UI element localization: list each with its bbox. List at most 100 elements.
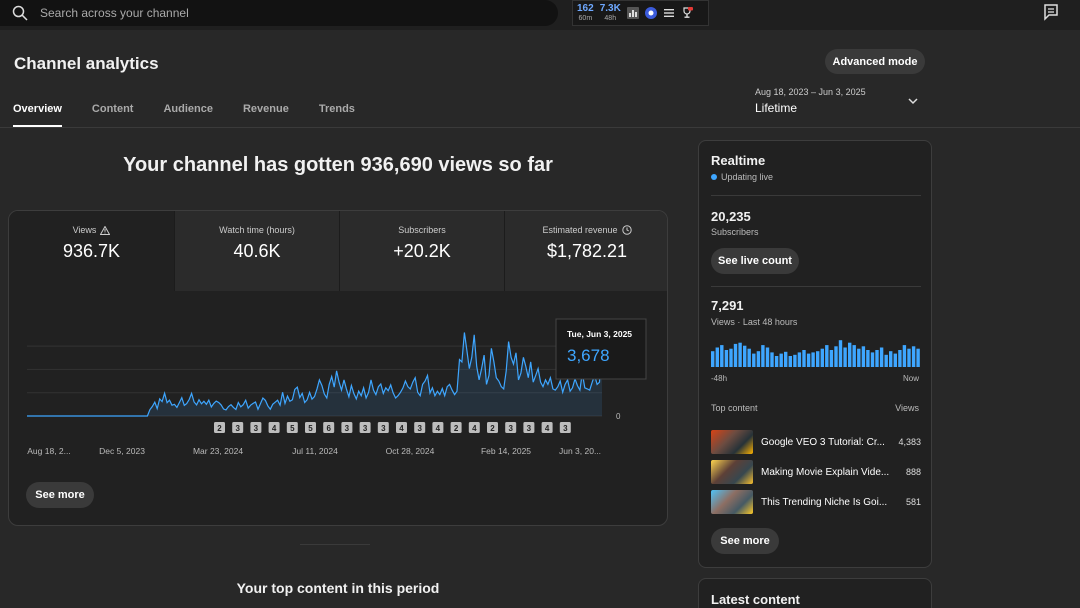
tab-audience[interactable]: Audience [163,103,213,115]
realtime-bar[interactable] [747,348,751,367]
upload-marker-label: 3 [508,424,513,433]
realtime-bar[interactable] [834,346,838,367]
realtime-bar[interactable] [898,350,902,367]
upload-marker-label: 5 [308,424,313,433]
realtime-bar-chart[interactable] [711,339,921,367]
realtime-bar[interactable] [779,353,783,367]
realtime-bar[interactable] [733,343,738,367]
date-range-selector[interactable]: Aug 18, 2023 – Jun 3, 2025 Lifetime [755,87,866,115]
realtime-bar[interactable] [852,345,856,367]
upload-marker[interactable] [323,422,335,433]
realtime-bar[interactable] [802,350,806,367]
advanced-mode-button[interactable]: Advanced mode [825,49,925,74]
search-bar[interactable] [0,0,558,26]
tab-revenue[interactable]: Revenue [242,103,289,115]
realtime-bar[interactable] [770,352,774,367]
tab-trends[interactable]: Trends [318,103,355,115]
list-item[interactable]: This Trending Niche Is Goi... 581 [711,490,921,514]
realtime-bar[interactable] [816,351,820,367]
metric-views[interactable]: Views 936.7K [9,211,174,291]
upload-marker[interactable] [505,422,517,433]
realtime-bar[interactable] [811,352,815,367]
realtime-bar[interactable] [866,350,870,367]
realtime-bar[interactable] [793,354,797,367]
realtime-bar[interactable] [870,352,875,367]
realtime-bar[interactable] [838,340,843,367]
realtime-bar[interactable] [784,351,788,367]
realtime-bar[interactable] [875,350,879,367]
upload-marker[interactable] [286,422,298,433]
realtime-bar[interactable] [902,345,907,367]
video-views: 581 [905,497,921,507]
bar-chart-icon[interactable] [626,7,639,19]
upload-marker[interactable] [305,422,316,433]
tab-content[interactable]: Content [91,103,134,115]
realtime-bar[interactable] [889,351,893,367]
realtime-bar[interactable] [724,350,729,367]
realtime-bar[interactable] [916,348,920,367]
upload-marker[interactable] [268,422,280,433]
realtime-bar[interactable] [729,348,733,367]
upload-marker[interactable] [414,422,426,433]
metric-subscribers[interactable]: Subscribers +20.2K [339,211,504,291]
list-item[interactable]: Making Movie Explain Vide... 888 [711,460,921,484]
realtime-bar[interactable] [720,345,724,367]
see-live-count-button[interactable]: See live count [711,248,799,274]
extension-logo-icon[interactable] [644,7,657,19]
realtime-bar[interactable] [797,352,802,367]
upload-marker[interactable] [487,422,498,433]
upload-marker[interactable] [341,422,353,433]
metric-revenue[interactable]: Estimated revenue $1,782.21 [504,211,667,291]
realtime-bar[interactable] [711,351,715,367]
upload-marker[interactable] [214,422,225,433]
realtime-bar[interactable] [911,346,916,367]
realtime-bar[interactable] [848,342,852,367]
realtime-bar[interactable] [879,347,884,368]
upload-marker[interactable] [232,422,244,433]
realtime-bar[interactable] [820,348,824,367]
metric-watch-time[interactable]: Watch time (hours) 40.6K [174,211,339,291]
upload-marker[interactable] [396,422,407,433]
realtime-bar[interactable] [715,347,719,368]
realtime-bar[interactable] [843,347,847,368]
upload-marker[interactable] [377,422,389,433]
see-more-button[interactable]: See more [26,482,94,508]
feedback-icon[interactable] [1042,3,1060,21]
realtime-bar[interactable] [738,342,742,367]
realtime-bar[interactable] [765,347,770,368]
upload-marker[interactable] [250,422,262,433]
realtime-bar[interactable] [806,353,811,367]
chart-area [27,332,602,416]
realtime-bar[interactable] [774,356,779,367]
upload-marker[interactable] [523,422,535,433]
views-chart[interactable]: 3.0K023345563334342423343Aug 18, 2...Dec… [9,291,668,526]
chevron-down-icon[interactable] [906,96,920,106]
upload-marker[interactable] [559,422,571,433]
realtime-bar[interactable] [761,345,765,367]
upload-marker[interactable] [541,422,553,433]
realtime-bar[interactable] [884,354,888,367]
realtime-bar[interactable] [752,353,756,367]
tab-overview[interactable]: Overview [13,103,62,127]
realtime-bar[interactable] [829,350,834,367]
realtime-bar[interactable] [861,346,866,367]
realtime-bar[interactable] [907,348,911,367]
realtime-bar[interactable] [893,353,897,367]
upload-marker[interactable] [468,422,480,433]
realtime-bar[interactable] [857,348,861,367]
realtime-bar[interactable] [825,345,829,367]
extension-widget[interactable]: 162 60m 7.3K 48h [572,0,709,26]
upload-marker[interactable] [432,422,444,433]
see-more-button[interactable]: See more [711,528,779,554]
trophy-icon[interactable] [681,7,693,19]
realtime-bar[interactable] [788,356,792,367]
upload-marker[interactable] [450,422,462,433]
list-item[interactable]: Google VEO 3 Tutorial: Cr... 4,383 [711,430,921,454]
realtime-bar[interactable] [756,351,761,367]
upload-marker[interactable] [359,422,371,433]
menu-icon[interactable] [663,7,675,19]
upload-marker-label: 3 [563,424,568,433]
metric-label: Subscribers [398,225,446,235]
realtime-bar[interactable] [743,345,747,367]
search-input[interactable] [40,6,440,20]
